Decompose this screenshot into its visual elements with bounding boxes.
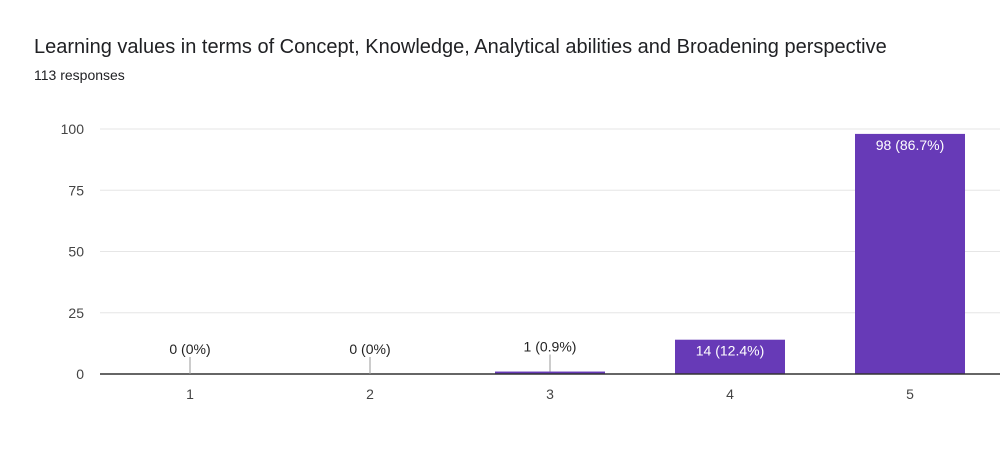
bars	[495, 133, 965, 374]
x-tick-label: 4	[726, 386, 734, 402]
x-tick-label: 3	[546, 386, 554, 402]
x-tick-label: 5	[906, 386, 914, 402]
chart-title: Learning values in terms of Concept, Kno…	[34, 36, 887, 58]
y-tick-label: 25	[68, 305, 84, 321]
data-label: 0 (0%)	[349, 341, 390, 357]
data-label: 14 (12.4%)	[696, 343, 764, 359]
y-tick-label: 50	[68, 244, 84, 260]
bar-5	[855, 133, 965, 374]
y-tick-label: 75	[68, 182, 84, 198]
data-label: 98 (86.7%)	[876, 137, 944, 153]
y-tick-label: 0	[76, 366, 84, 382]
data-label: 1 (0.9%)	[524, 339, 577, 355]
gridlines	[100, 128, 1000, 314]
x-tick-label: 1	[186, 386, 194, 402]
data-label: 0 (0%)	[169, 341, 210, 357]
x-tick-label: 2	[366, 386, 374, 402]
y-axis-ticks: 0 25 50 75 100	[61, 121, 85, 382]
bar-4	[675, 339, 785, 374]
y-tick-label: 100	[61, 121, 85, 137]
bar-3	[495, 371, 605, 374]
x-axis-ticks: 1 2 3 4 5	[100, 373, 1000, 402]
response-count: 113 responses	[34, 67, 125, 83]
data-labels: 0 (0%) 0 (0%) 1 (0.9%) 14 (12.4%) 98 (86.7%)	[169, 137, 944, 374]
